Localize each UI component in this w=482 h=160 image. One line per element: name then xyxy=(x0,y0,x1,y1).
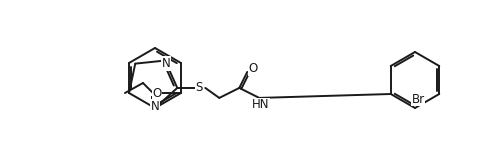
Text: HN: HN xyxy=(252,98,269,111)
Text: Br: Br xyxy=(412,92,425,105)
Text: H: H xyxy=(150,96,158,106)
Text: N: N xyxy=(151,100,160,112)
Text: O: O xyxy=(152,87,161,100)
Text: N: N xyxy=(162,57,171,70)
Text: S: S xyxy=(196,81,203,94)
Text: O: O xyxy=(249,62,258,75)
